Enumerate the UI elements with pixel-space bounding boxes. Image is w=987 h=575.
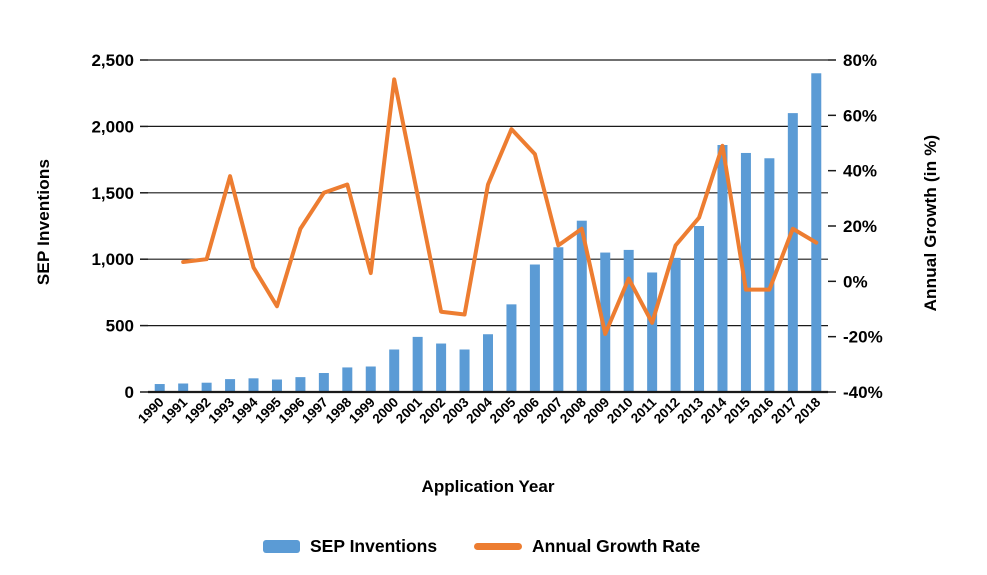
x-tick-label-2009: 2009 bbox=[581, 395, 613, 427]
x-tick-label-2018: 2018 bbox=[792, 394, 824, 426]
annual-growth-rate-line bbox=[181, 77, 819, 336]
x-tick-label-1993: 1993 bbox=[205, 394, 237, 426]
bar-1995 bbox=[271, 379, 282, 392]
bar-2004 bbox=[483, 334, 493, 392]
right-axis-tick-label: -40% bbox=[843, 383, 883, 402]
bar-1997 bbox=[318, 373, 329, 392]
legend-label-annual-growth-rate: Annual Growth Rate bbox=[532, 536, 701, 556]
x-tick-label-2001: 2001 bbox=[393, 394, 425, 426]
legend-item-annual-growth-rate: Annual Growth Rate bbox=[474, 536, 700, 557]
bar-2006 bbox=[529, 264, 540, 392]
x-tick-label-2008: 2008 bbox=[557, 394, 589, 426]
x-tick-label-2016: 2016 bbox=[745, 394, 777, 426]
x-tick-label-2007: 2007 bbox=[534, 395, 566, 427]
x-tick-label-2005: 2005 bbox=[487, 394, 519, 426]
x-tick-label-1994: 1994 bbox=[229, 394, 261, 426]
bar-2014 bbox=[717, 144, 728, 392]
bar-2017 bbox=[787, 113, 798, 393]
bar-2011 bbox=[647, 272, 658, 392]
x-tick-label-1992: 1992 bbox=[182, 395, 214, 427]
line-series-swatch bbox=[474, 543, 522, 550]
bar-2013 bbox=[694, 226, 705, 392]
bar-series-swatch bbox=[263, 540, 300, 553]
x-tick-label-2014: 2014 bbox=[698, 394, 730, 426]
left-axis-tick-label: 2,500 bbox=[91, 51, 134, 70]
bar-2012 bbox=[670, 257, 681, 392]
bar-2018 bbox=[811, 73, 822, 392]
bar-2002 bbox=[436, 343, 447, 392]
x-tick-label-2002: 2002 bbox=[416, 395, 448, 427]
bar-1996 bbox=[295, 377, 306, 392]
legend-label-sep-inventions: SEP Inventions bbox=[310, 536, 438, 556]
right-axis-tick-label: 20% bbox=[843, 217, 877, 236]
x-tick-label-2000: 2000 bbox=[369, 395, 401, 427]
left-axis-ticks bbox=[140, 59, 148, 393]
right-axis-ticks bbox=[828, 59, 836, 393]
bar-1998 bbox=[342, 367, 353, 392]
bar-1990 bbox=[154, 384, 165, 392]
x-axis-tick-labels: 1990199119921993199419951996199719981999… bbox=[135, 394, 824, 426]
x-tick-label-2013: 2013 bbox=[674, 394, 706, 426]
left-axis-tick-label: 2,000 bbox=[91, 117, 134, 136]
x-tick-label-1991: 1991 bbox=[158, 394, 190, 426]
x-tick-label-2012: 2012 bbox=[651, 395, 683, 427]
left-axis-tick-label: 1,000 bbox=[91, 250, 134, 269]
bar-2016 bbox=[764, 158, 775, 392]
bar-2015 bbox=[740, 152, 751, 392]
bar-2003 bbox=[459, 349, 470, 392]
bar-1994 bbox=[248, 378, 259, 392]
bar-2007 bbox=[553, 247, 564, 392]
right-axis-tick-label: -20% bbox=[843, 328, 883, 347]
bar-2001 bbox=[412, 336, 423, 392]
bar-1993 bbox=[225, 379, 236, 392]
right-axis-tick-label: 60% bbox=[843, 106, 877, 125]
left-axis-tick-labels: 0 500 1,000 1,500 2,000 2,500 bbox=[91, 51, 134, 402]
bar-2008 bbox=[576, 220, 587, 392]
x-tick-label-1995: 1995 bbox=[252, 394, 284, 426]
bar-2009 bbox=[600, 252, 611, 392]
right-axis-tick-labels: -40% -20% 0% 20% 40% 60% 80% bbox=[843, 51, 883, 402]
x-tick-label-1998: 1998 bbox=[323, 394, 355, 426]
right-axis-title: Annual Growth (in %) bbox=[921, 134, 940, 312]
x-axis-title: Application Year bbox=[421, 477, 555, 496]
legend-item-sep-inventions: SEP Inventions bbox=[263, 536, 437, 557]
bar-2010 bbox=[623, 249, 634, 392]
right-axis-tick-label: 40% bbox=[843, 162, 877, 181]
bar-1991 bbox=[178, 383, 189, 392]
x-tick-label-1990: 1990 bbox=[135, 395, 167, 427]
bar-2000 bbox=[389, 349, 400, 392]
x-tick-label-2015: 2015 bbox=[721, 394, 753, 426]
left-axis-tick-label: 1,500 bbox=[91, 184, 134, 203]
x-tick-label-2004: 2004 bbox=[463, 394, 495, 426]
bar-2005 bbox=[506, 304, 517, 392]
x-tick-label-2003: 2003 bbox=[440, 394, 472, 426]
right-axis-tick-label: 0% bbox=[843, 272, 868, 291]
x-tick-label-1997: 1997 bbox=[299, 395, 331, 427]
x-tick-label-1999: 1999 bbox=[346, 395, 378, 427]
right-axis-tick-label: 80% bbox=[843, 51, 877, 70]
left-axis-tick-label: 500 bbox=[106, 317, 134, 336]
left-axis-title: SEP Inventions bbox=[34, 158, 53, 286]
x-tick-label-2017: 2017 bbox=[768, 395, 800, 427]
bar-1999 bbox=[365, 366, 376, 392]
x-tick-label-2010: 2010 bbox=[604, 395, 636, 427]
x-tick-label-1996: 1996 bbox=[276, 394, 308, 426]
x-tick-label-2006: 2006 bbox=[510, 394, 542, 426]
bars-sep-inventions bbox=[154, 73, 822, 393]
bar-1992 bbox=[201, 382, 212, 392]
left-axis-tick-label: 0 bbox=[125, 383, 134, 402]
